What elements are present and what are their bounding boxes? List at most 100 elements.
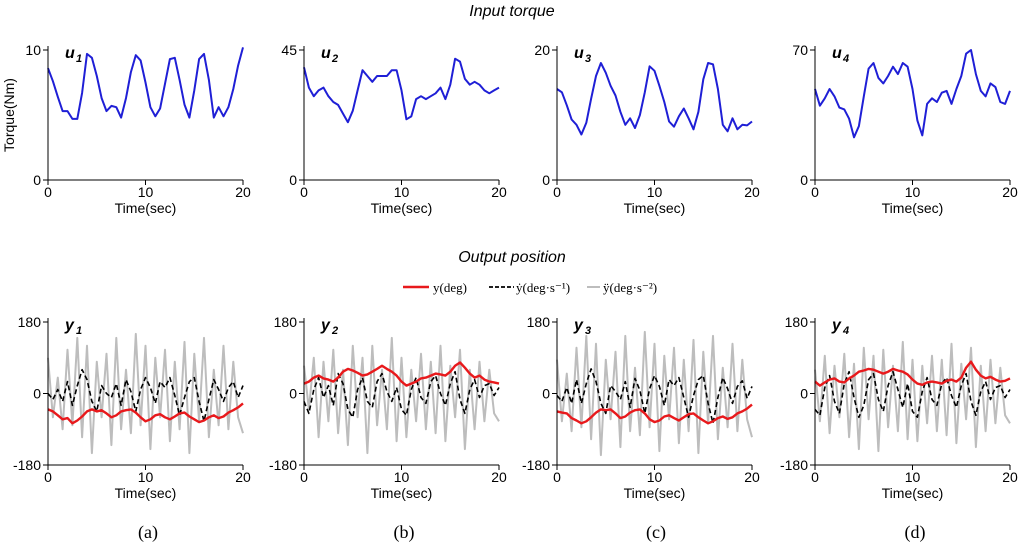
series-line-u2 xyxy=(303,57,500,124)
series-line-yd xyxy=(47,368,244,423)
x-tick-label: 0 xyxy=(811,184,819,200)
series-line-ydd xyxy=(814,340,1011,453)
panel-label: y xyxy=(831,317,842,334)
caption-d: (d) xyxy=(905,522,926,543)
y-tick-label: 180 xyxy=(785,314,809,330)
series-line-u4 xyxy=(814,49,1011,139)
x-tick-label: 10 xyxy=(647,184,663,200)
x-axis-label: Time(sec) xyxy=(624,200,686,216)
legend-label-y: y(deg) xyxy=(433,280,467,295)
panel-label-subscript: 4 xyxy=(842,325,849,337)
x-tick-label: 10 xyxy=(394,184,410,200)
y-tick-label: -180 xyxy=(780,457,808,473)
y-tick-label: 0 xyxy=(33,172,41,188)
y-tick-label: 180 xyxy=(18,314,42,330)
panel-u3: 0 10 20 0 20 Time(sec) u 3 xyxy=(534,42,760,216)
x-tick-label: 20 xyxy=(1002,184,1018,200)
series-line-y xyxy=(556,403,753,425)
legend-label-yddot: ÿ(deg·s⁻²) xyxy=(603,280,657,295)
caption-c: (c) xyxy=(646,522,666,543)
x-tick-label: 20 xyxy=(491,469,507,485)
panel-u2: 0 10 20 0 45 Time(sec) u 2 xyxy=(281,42,507,216)
y-tick-label: -180 xyxy=(269,457,297,473)
x-tick-label: 0 xyxy=(553,469,561,485)
x-tick-label: 0 xyxy=(44,469,52,485)
legend: y(deg) ẏ(deg·s⁻¹) ÿ(deg·s⁻²) xyxy=(403,280,657,295)
y-tick-label: 0 xyxy=(542,386,550,402)
x-tick-label: 10 xyxy=(138,469,154,485)
series-line-ydd xyxy=(303,336,500,455)
output-position-title: Output position xyxy=(458,249,566,266)
y-tick-label: 180 xyxy=(527,314,551,330)
panel-label: u xyxy=(321,45,331,62)
x-axis-label: Time(sec) xyxy=(624,485,686,501)
y-tick-label: 20 xyxy=(534,42,550,58)
panel-label-subscript: 1 xyxy=(76,53,82,65)
caption-b: (b) xyxy=(394,522,415,543)
x-tick-label: 20 xyxy=(744,469,760,485)
series-line-yd xyxy=(814,370,1011,419)
panel-label-subscript: 4 xyxy=(842,53,849,65)
series-line-y xyxy=(814,360,1011,387)
x-tick-label: 20 xyxy=(235,469,251,485)
x-tick-label: 10 xyxy=(138,184,154,200)
y-tick-label: 0 xyxy=(289,386,297,402)
y-tick-label: 0 xyxy=(33,386,41,402)
y-tick-label: 10 xyxy=(25,42,41,58)
x-axis-label: Time(sec) xyxy=(115,200,177,216)
x-tick-label: 10 xyxy=(905,184,921,200)
x-axis-label: Time(sec) xyxy=(882,485,944,501)
panel-label-subscript: 2 xyxy=(331,53,338,65)
x-axis-label: Time(sec) xyxy=(371,485,433,501)
y-tick-label: 0 xyxy=(800,172,808,188)
panel-label: y xyxy=(64,317,75,334)
x-tick-label: 10 xyxy=(647,469,663,485)
panel-label: u xyxy=(574,45,584,62)
series-line-y xyxy=(47,402,244,425)
panel-label-subscript: 3 xyxy=(585,325,591,337)
x-tick-label: 20 xyxy=(491,184,507,200)
y-tick-label: 0 xyxy=(289,172,297,188)
x-axis-label: Time(sec) xyxy=(371,200,433,216)
x-axis-label: Time(sec) xyxy=(882,200,944,216)
series-line-yd xyxy=(556,368,753,425)
x-tick-label: 10 xyxy=(905,469,921,485)
x-tick-label: 20 xyxy=(235,184,251,200)
caption-a: (a) xyxy=(138,522,158,543)
series-line-ydd xyxy=(47,332,244,455)
series-line-y xyxy=(303,361,500,387)
panel-u4: 0 10 20 0 70 Time(sec) u 4 xyxy=(792,42,1018,216)
y-tick-label: -180 xyxy=(13,457,41,473)
series-line-u3 xyxy=(556,62,753,136)
y-tick-label: 70 xyxy=(792,42,808,58)
y-tick-label: 180 xyxy=(274,314,298,330)
panel-label-subscript: 1 xyxy=(76,325,82,337)
x-tick-label: 0 xyxy=(553,184,561,200)
panel-label: u xyxy=(832,45,842,62)
panel-label-subscript: 3 xyxy=(585,53,591,65)
y-tick-label: 45 xyxy=(281,42,297,58)
x-tick-label: 0 xyxy=(300,184,308,200)
x-tick-label: 20 xyxy=(744,184,760,200)
panel-label: u xyxy=(65,45,75,62)
series-line-u1 xyxy=(47,47,244,120)
x-tick-label: 20 xyxy=(1002,469,1018,485)
y-axis-label: Torque(Nm) xyxy=(1,78,17,152)
y-tick-label: 0 xyxy=(800,386,808,402)
x-tick-label: 10 xyxy=(394,469,410,485)
panel-label: y xyxy=(573,317,584,334)
legend-label-ydot: ẏ(deg·s⁻¹) xyxy=(516,280,570,295)
panel-label: y xyxy=(320,317,331,334)
series-line-ydd xyxy=(556,330,753,457)
x-tick-label: 0 xyxy=(300,469,308,485)
y-tick-label: -180 xyxy=(522,457,550,473)
x-axis-label: Time(sec) xyxy=(115,485,177,501)
series-line-yd xyxy=(303,370,500,419)
x-tick-label: 0 xyxy=(44,184,52,200)
